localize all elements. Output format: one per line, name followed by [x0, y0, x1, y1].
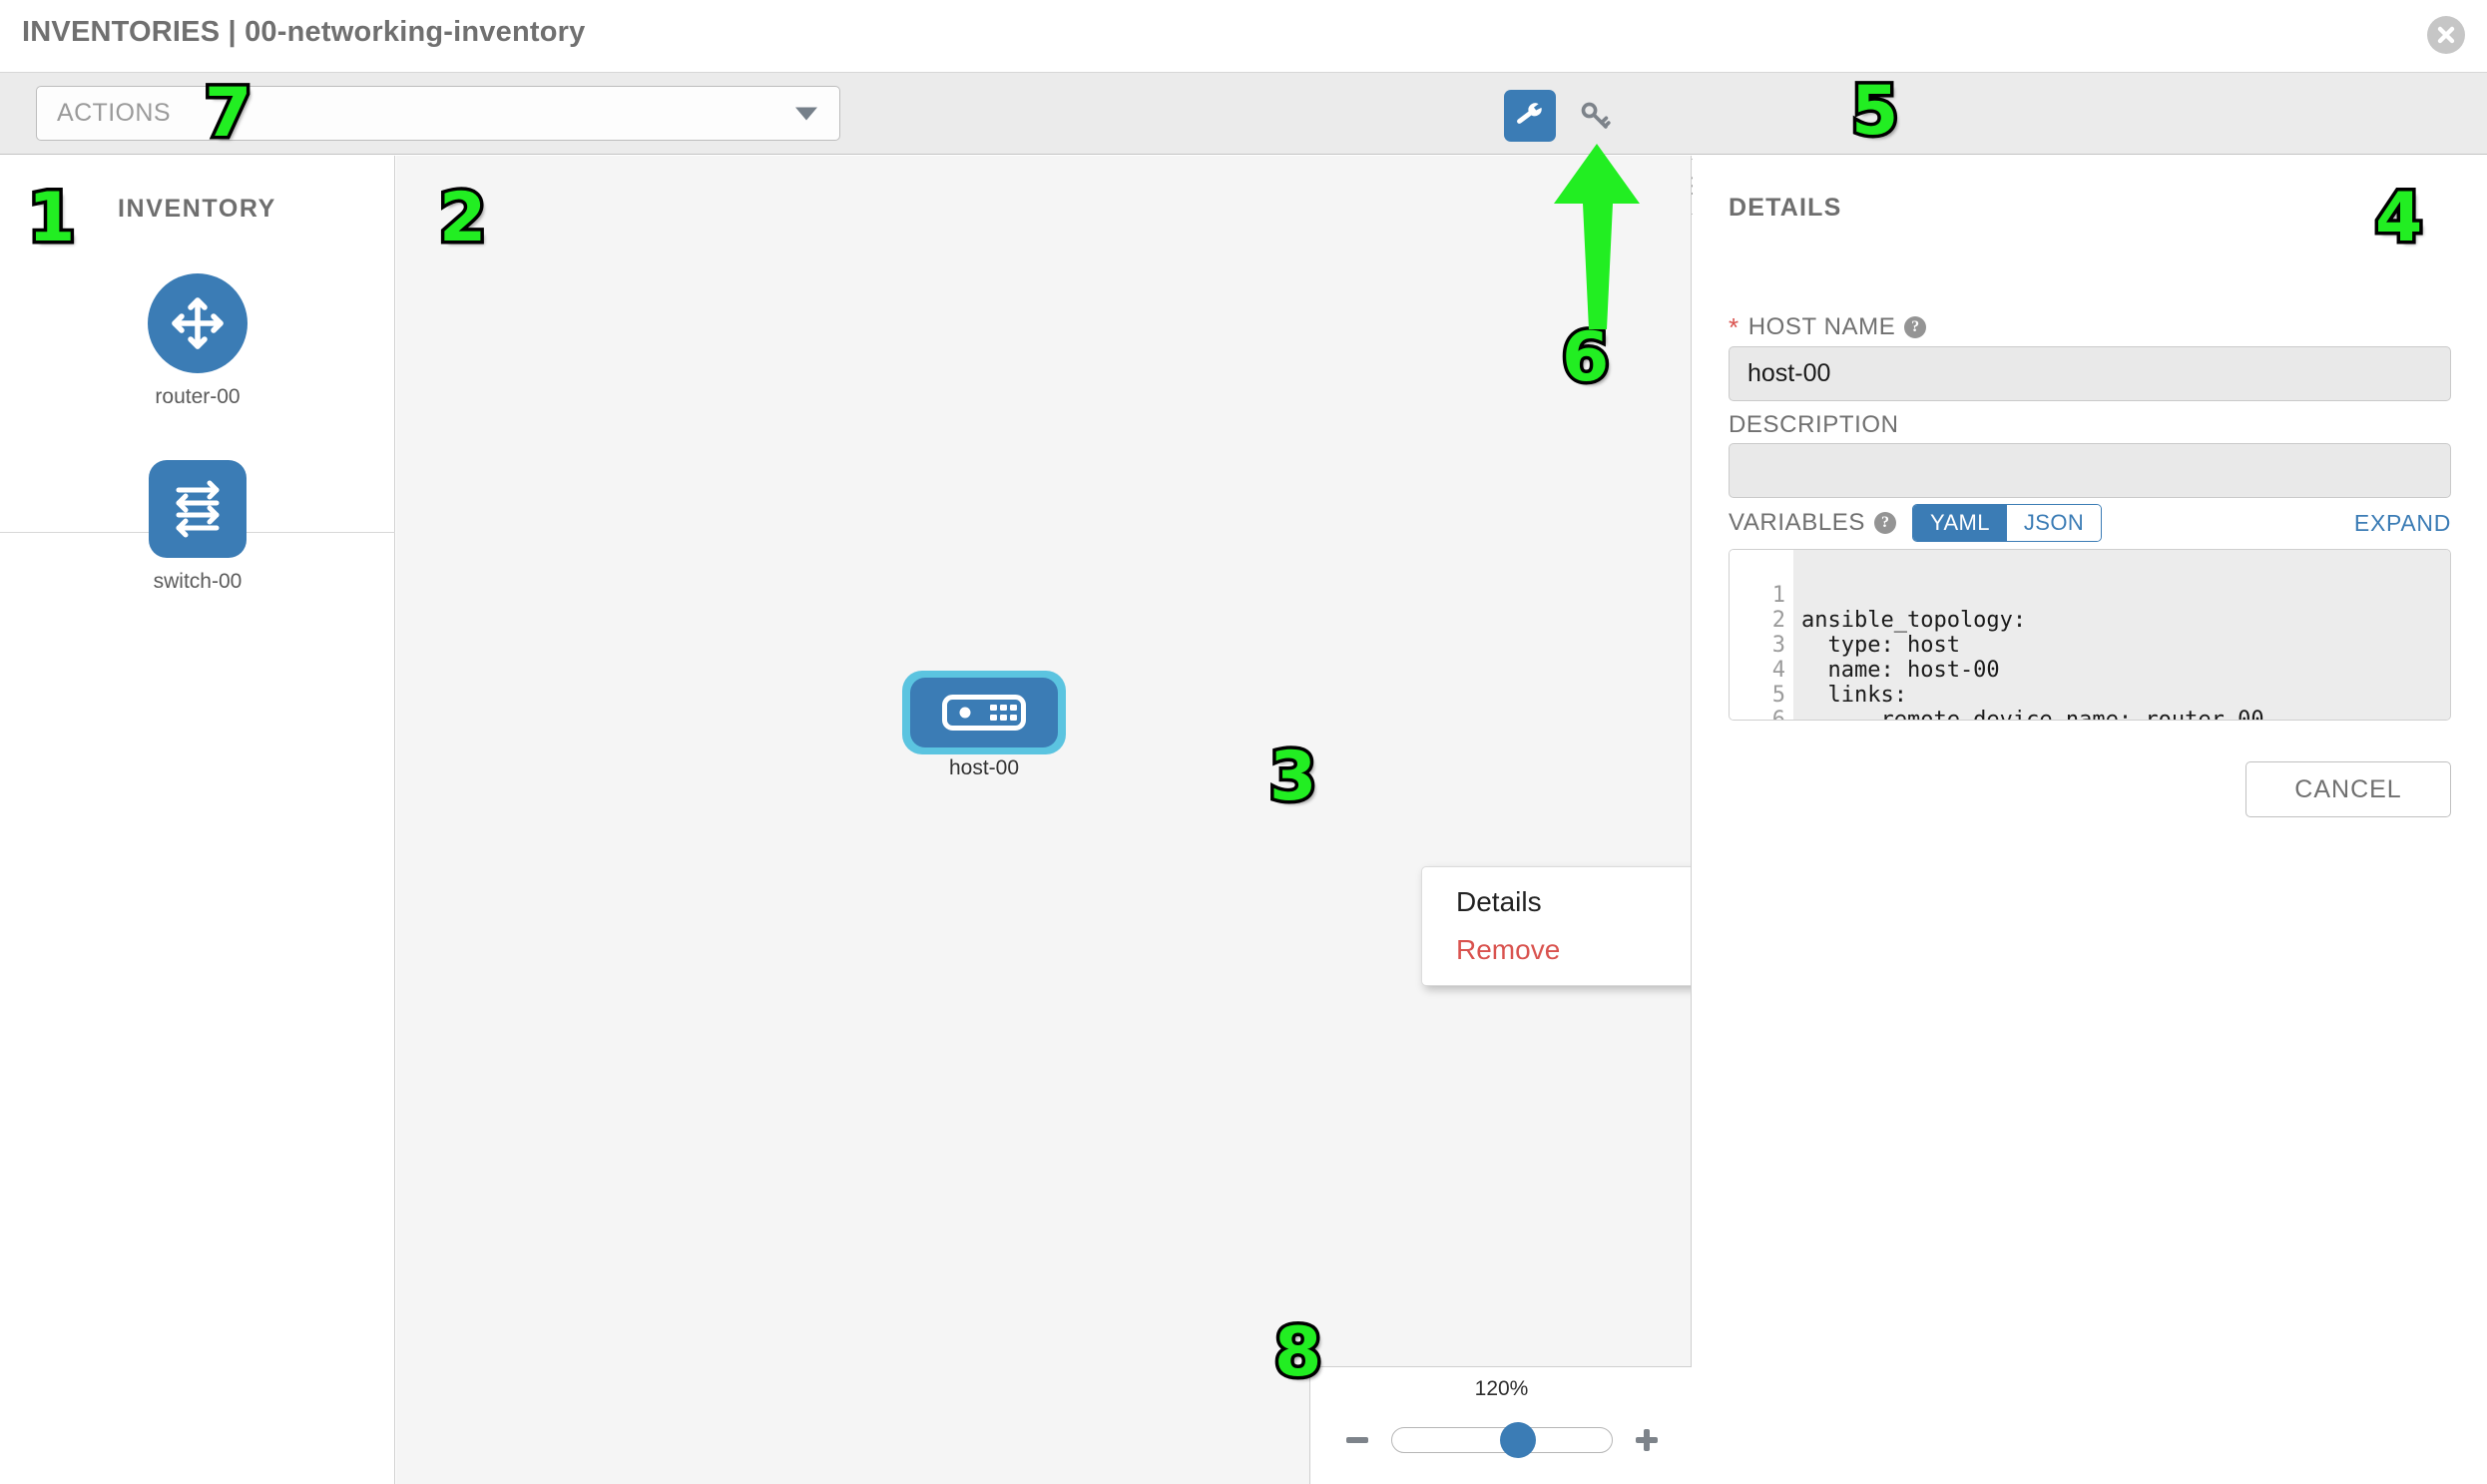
zoom-slider-thumb[interactable]	[1499, 1422, 1536, 1458]
line-text: name: host-00	[1801, 658, 2000, 683]
line-number: 5	[1771, 683, 1785, 708]
minus-icon	[1345, 1437, 1368, 1443]
router-arrows-glyph	[172, 297, 224, 349]
inventory-item-router-00[interactable]: router-00	[0, 273, 395, 409]
key-glyph	[1581, 102, 1611, 129]
code-line: 7 remote_interface_name: eth0	[1730, 708, 2450, 720]
inventory-panel-title: INVENTORY	[118, 195, 276, 223]
zoom-out-button[interactable]	[1340, 1423, 1374, 1457]
switch-icon	[149, 460, 247, 558]
description-label-text: DESCRIPTION	[1729, 411, 1899, 438]
chevron-down-icon	[795, 107, 817, 120]
inventory-item-label: router-00	[155, 385, 241, 408]
code-line: 1 ansible_topology:	[1730, 558, 2450, 633]
line-text: links:	[1801, 683, 1907, 708]
code-line: 5 - remote_device_name: router-00	[1730, 658, 2450, 720]
zoom-control-panel: 120%	[1309, 1366, 1692, 1484]
line-number: 4	[1771, 658, 1785, 683]
required-marker: *	[1729, 312, 1740, 342]
context-menu-item-remove[interactable]: Remove	[1456, 934, 1561, 965]
plus-icon	[1635, 1429, 1658, 1451]
node-context-menu: Details Remove	[1421, 866, 1691, 986]
canvas-node-host-00[interactable]: host-00	[902, 671, 1066, 779]
server-icon	[910, 678, 1058, 747]
question-mark-icon[interactable]: ?	[1904, 316, 1927, 338]
cancel-button[interactable]: CANCEL	[2245, 761, 2451, 817]
wrench-icon[interactable]	[1504, 90, 1556, 142]
variables-header-row: VARIABLES ? YAML JSON EXPAND	[1729, 504, 2451, 542]
wrench-glyph	[1517, 103, 1542, 124]
details-panel: DETAILS * HOST NAME ? host-00 DESCRIPTIO…	[1693, 156, 2487, 1484]
close-icon[interactable]	[2427, 16, 2465, 54]
line-number: 1	[1771, 583, 1785, 608]
line-text: type: host	[1801, 633, 1960, 658]
host-name-field[interactable]: host-00	[1729, 346, 2451, 401]
description-field[interactable]	[1729, 443, 2451, 498]
inventory-item-label: switch-00	[153, 570, 243, 593]
context-menu-item-details[interactable]: Details	[1456, 886, 1542, 917]
format-option-json[interactable]: JSON	[2006, 505, 2102, 541]
inventory-panel: INVENTORY router-00	[0, 156, 395, 1484]
line-text: - remote_device_name: router-00	[1801, 708, 2264, 721]
code-line: 3 name: host-00	[1730, 608, 2450, 683]
code-line: 2 type: host	[1730, 583, 2450, 658]
actions-dropdown[interactable]: ACTIONS	[36, 86, 840, 141]
zoom-level-label: 120%	[1474, 1377, 1529, 1400]
router-icon	[148, 273, 248, 373]
switch-arrows-glyph	[176, 480, 220, 538]
question-mark-icon[interactable]: ?	[1874, 512, 1897, 534]
line-number: 6	[1771, 708, 1785, 721]
format-option-yaml[interactable]: YAML	[1913, 505, 2007, 541]
editor-toolbar: ACTIONS SEARCH	[0, 73, 2487, 215]
expand-link[interactable]: EXPAND	[2353, 509, 2451, 536]
code-area	[1793, 550, 2450, 720]
actions-dropdown-label: ACTIONS	[57, 99, 171, 127]
zoom-control-row	[1310, 1417, 1693, 1463]
topology-canvas[interactable]: host-00 Details Remove	[396, 156, 1692, 1484]
zoom-in-button[interactable]	[1630, 1423, 1664, 1457]
line-number: 2	[1771, 608, 1785, 633]
variables-label: VARIABLES	[1729, 509, 1866, 536]
code-gutter	[1730, 550, 1793, 720]
key-icon[interactable]	[1569, 90, 1621, 142]
zoom-slider[interactable]	[1390, 1422, 1613, 1458]
variables-format-toggle: YAML JSON	[1912, 504, 2103, 542]
close-x-glyph	[2437, 26, 2455, 44]
description-label: DESCRIPTION	[1729, 411, 1899, 439]
host-name-value: host-00	[1747, 359, 1831, 387]
code-line: 4 links:	[1730, 633, 2450, 708]
details-panel-title: DETAILS	[1729, 194, 1842, 222]
server-glyph	[942, 695, 1026, 731]
page-header: INVENTORIES | 00-networking-inventory	[0, 0, 2487, 73]
page-title: INVENTORIES | 00-networking-inventory	[22, 16, 586, 48]
variables-code-editor[interactable]: 1 ansible_topology: 2 type: host 3 name:…	[1729, 549, 2451, 721]
line-number: 3	[1771, 633, 1785, 658]
inventory-item-switch-00[interactable]: switch-00	[0, 460, 395, 594]
line-text: ansible_topology:	[1801, 608, 2027, 633]
canvas-node-label: host-00	[948, 756, 1020, 779]
code-line: 6 name: eth0	[1730, 683, 2450, 720]
host-name-label-text: HOST NAME	[1747, 313, 1896, 340]
host-name-label: * HOST NAME ?	[1729, 312, 1927, 342]
